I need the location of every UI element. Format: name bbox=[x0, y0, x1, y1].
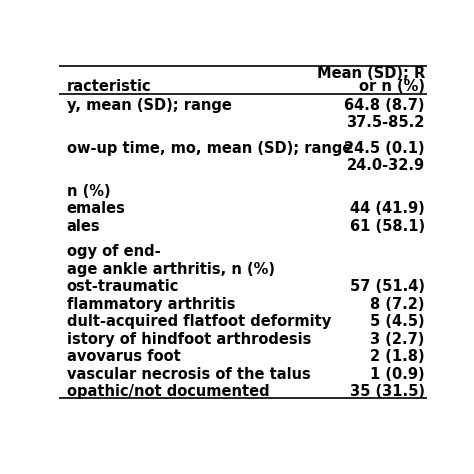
Text: emales: emales bbox=[66, 201, 126, 216]
Text: 3 (2.7): 3 (2.7) bbox=[370, 332, 425, 347]
Text: 24.0-32.9: 24.0-32.9 bbox=[346, 158, 425, 173]
Text: 2 (1.8): 2 (1.8) bbox=[370, 349, 425, 365]
Text: 35 (31.5): 35 (31.5) bbox=[350, 384, 425, 400]
Text: 57 (51.4): 57 (51.4) bbox=[350, 279, 425, 294]
Text: or n (%): or n (%) bbox=[359, 79, 425, 93]
Text: 37.5-85.2: 37.5-85.2 bbox=[346, 115, 425, 130]
Text: ales: ales bbox=[66, 219, 100, 234]
Text: racteristic: racteristic bbox=[66, 79, 151, 93]
Text: 1 (0.9): 1 (0.9) bbox=[370, 367, 425, 382]
Text: 64.8 (8.7): 64.8 (8.7) bbox=[344, 98, 425, 112]
Text: flammatory arthritis: flammatory arthritis bbox=[66, 297, 235, 312]
Text: 61 (58.1): 61 (58.1) bbox=[350, 219, 425, 234]
Text: ow-up time, mo, mean (SD); range: ow-up time, mo, mean (SD); range bbox=[66, 141, 352, 155]
Text: istory of hindfoot arthrodesis: istory of hindfoot arthrodesis bbox=[66, 332, 311, 347]
Text: ogy of end-: ogy of end- bbox=[66, 244, 160, 259]
Text: 8 (7.2): 8 (7.2) bbox=[370, 297, 425, 312]
Text: dult-acquired flatfoot deformity: dult-acquired flatfoot deformity bbox=[66, 314, 331, 329]
Text: 44 (41.9): 44 (41.9) bbox=[350, 201, 425, 216]
Text: avovarus foot: avovarus foot bbox=[66, 349, 180, 365]
Text: opathic/not documented: opathic/not documented bbox=[66, 384, 269, 400]
Text: ost-traumatic: ost-traumatic bbox=[66, 279, 179, 294]
Text: Mean (SD); R: Mean (SD); R bbox=[317, 66, 425, 81]
Text: vascular necrosis of the talus: vascular necrosis of the talus bbox=[66, 367, 310, 382]
Text: 5 (4.5): 5 (4.5) bbox=[370, 314, 425, 329]
Text: 24.5 (0.1): 24.5 (0.1) bbox=[344, 141, 425, 155]
Text: age ankle arthritis, n (%): age ankle arthritis, n (%) bbox=[66, 262, 274, 277]
Text: n (%): n (%) bbox=[66, 184, 110, 199]
Text: y, mean (SD); range: y, mean (SD); range bbox=[66, 98, 231, 112]
